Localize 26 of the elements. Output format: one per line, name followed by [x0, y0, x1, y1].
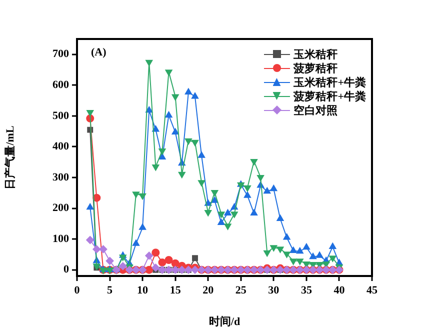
x-axis-title: 时间/d	[208, 315, 240, 328]
legend-label: 空白对照	[294, 104, 338, 118]
y-tick-label: 700	[52, 48, 70, 60]
y-tick-label: 600	[52, 79, 70, 92]
y-tick-label: 200	[52, 202, 70, 214]
x-tick-label: 10	[137, 284, 149, 296]
x-tick-label: 40	[334, 284, 346, 296]
x-tick-label: 35	[300, 284, 312, 296]
y-tick-label: 100	[52, 232, 70, 245]
legend-label: 菠萝秸秆	[294, 62, 338, 76]
legend-label: 玉米秸秆	[294, 48, 338, 62]
x-tick-label: 5	[107, 284, 114, 296]
x-tick-label: 45	[366, 284, 378, 296]
x-tick-label: 0	[74, 284, 80, 296]
y-tick-label: 300	[52, 171, 70, 184]
y-tick-label: 500	[52, 110, 70, 122]
legend-label: 菠萝秸秆+牛粪	[294, 90, 366, 104]
x-tick-label: 25	[235, 284, 247, 296]
x-tick-label: 30	[268, 284, 280, 296]
y-axis-title: 日产气量/mL	[3, 126, 16, 190]
text: (A)	[91, 46, 107, 58]
legend-label: 玉米秸秆+牛粪	[294, 76, 366, 90]
y-tick-label: 400	[52, 140, 70, 153]
x-tick-label: 15	[170, 284, 182, 296]
x-tick-label: 20	[202, 284, 214, 296]
y-tick-label: 0	[64, 264, 70, 276]
